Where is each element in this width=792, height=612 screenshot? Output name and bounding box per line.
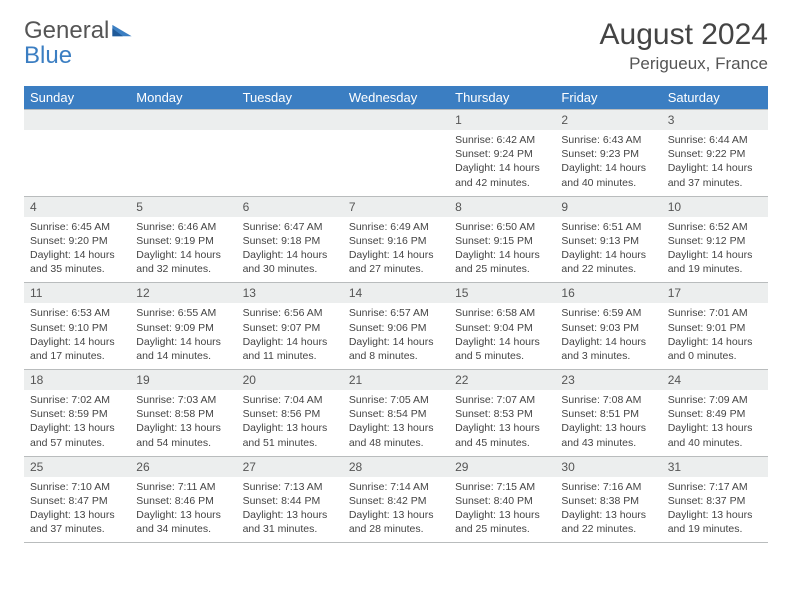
day-number — [237, 110, 343, 131]
day-detail: Sunrise: 6:43 AMSunset: 9:23 PMDaylight:… — [555, 130, 661, 196]
day-detail: Sunrise: 7:04 AMSunset: 8:56 PMDaylight:… — [237, 390, 343, 456]
day-number: 31 — [662, 456, 768, 477]
day-detail: Sunrise: 7:13 AMSunset: 8:44 PMDaylight:… — [237, 477, 343, 543]
day-number: 5 — [130, 196, 236, 217]
day-number: 7 — [343, 196, 449, 217]
day-number-row: 11121314151617 — [24, 283, 768, 304]
day-detail: Sunrise: 6:51 AMSunset: 9:13 PMDaylight:… — [555, 217, 661, 283]
day-detail: Sunrise: 6:45 AMSunset: 9:20 PMDaylight:… — [24, 217, 130, 283]
day-number-row: 18192021222324 — [24, 370, 768, 391]
day-number: 26 — [130, 456, 236, 477]
day-detail: Sunrise: 6:52 AMSunset: 9:12 PMDaylight:… — [662, 217, 768, 283]
day-number: 19 — [130, 370, 236, 391]
logo: GeneralBlue — [24, 18, 132, 68]
day-detail: Sunrise: 6:53 AMSunset: 9:10 PMDaylight:… — [24, 303, 130, 369]
day-number: 16 — [555, 283, 661, 304]
day-number: 17 — [662, 283, 768, 304]
day-detail: Sunrise: 7:17 AMSunset: 8:37 PMDaylight:… — [662, 477, 768, 543]
day-detail: Sunrise: 6:58 AMSunset: 9:04 PMDaylight:… — [449, 303, 555, 369]
day-detail: Sunrise: 7:02 AMSunset: 8:59 PMDaylight:… — [24, 390, 130, 456]
day-number: 6 — [237, 196, 343, 217]
weekday-header: Wednesday — [343, 86, 449, 110]
day-number: 28 — [343, 456, 449, 477]
day-number: 23 — [555, 370, 661, 391]
day-number: 27 — [237, 456, 343, 477]
header: GeneralBlue August 2024 Perigueux, Franc… — [24, 18, 768, 74]
flag-icon — [112, 24, 132, 38]
day-number: 21 — [343, 370, 449, 391]
title-block: August 2024 Perigueux, France — [600, 18, 768, 74]
weekday-header: Saturday — [662, 86, 768, 110]
day-number: 10 — [662, 196, 768, 217]
day-number: 1 — [449, 110, 555, 131]
day-detail: Sunrise: 7:16 AMSunset: 8:38 PMDaylight:… — [555, 477, 661, 543]
weekday-header: Sunday — [24, 86, 130, 110]
day-detail — [130, 130, 236, 196]
day-detail-row: Sunrise: 7:02 AMSunset: 8:59 PMDaylight:… — [24, 390, 768, 456]
day-detail: Sunrise: 6:57 AMSunset: 9:06 PMDaylight:… — [343, 303, 449, 369]
day-number: 12 — [130, 283, 236, 304]
day-number: 3 — [662, 110, 768, 131]
day-detail-row: Sunrise: 6:42 AMSunset: 9:24 PMDaylight:… — [24, 130, 768, 196]
weekday-header: Thursday — [449, 86, 555, 110]
day-detail: Sunrise: 6:47 AMSunset: 9:18 PMDaylight:… — [237, 217, 343, 283]
day-number — [343, 110, 449, 131]
weekday-header: Tuesday — [237, 86, 343, 110]
day-number — [130, 110, 236, 131]
weekday-header-row: SundayMondayTuesdayWednesdayThursdayFrid… — [24, 86, 768, 110]
day-detail: Sunrise: 7:05 AMSunset: 8:54 PMDaylight:… — [343, 390, 449, 456]
logo-word-1: General — [24, 17, 109, 44]
day-detail-row: Sunrise: 6:53 AMSunset: 9:10 PMDaylight:… — [24, 303, 768, 369]
day-number: 4 — [24, 196, 130, 217]
day-detail — [343, 130, 449, 196]
day-detail: Sunrise: 7:03 AMSunset: 8:58 PMDaylight:… — [130, 390, 236, 456]
day-number-row: 25262728293031 — [24, 456, 768, 477]
day-number: 13 — [237, 283, 343, 304]
day-number: 8 — [449, 196, 555, 217]
day-number: 11 — [24, 283, 130, 304]
day-number — [24, 110, 130, 131]
day-detail: Sunrise: 7:07 AMSunset: 8:53 PMDaylight:… — [449, 390, 555, 456]
day-detail: Sunrise: 7:09 AMSunset: 8:49 PMDaylight:… — [662, 390, 768, 456]
day-number: 22 — [449, 370, 555, 391]
day-number: 30 — [555, 456, 661, 477]
day-detail: Sunrise: 7:14 AMSunset: 8:42 PMDaylight:… — [343, 477, 449, 543]
day-detail — [237, 130, 343, 196]
day-number-row: 123 — [24, 110, 768, 131]
day-number: 18 — [24, 370, 130, 391]
day-number: 14 — [343, 283, 449, 304]
logo-word-2: Blue — [24, 42, 72, 69]
day-detail: Sunrise: 7:15 AMSunset: 8:40 PMDaylight:… — [449, 477, 555, 543]
day-detail: Sunrise: 6:42 AMSunset: 9:24 PMDaylight:… — [449, 130, 555, 196]
day-detail-row: Sunrise: 7:10 AMSunset: 8:47 PMDaylight:… — [24, 477, 768, 543]
day-number: 29 — [449, 456, 555, 477]
day-detail: Sunrise: 7:11 AMSunset: 8:46 PMDaylight:… — [130, 477, 236, 543]
day-number-row: 45678910 — [24, 196, 768, 217]
day-detail: Sunrise: 6:49 AMSunset: 9:16 PMDaylight:… — [343, 217, 449, 283]
day-detail: Sunrise: 6:55 AMSunset: 9:09 PMDaylight:… — [130, 303, 236, 369]
day-detail: Sunrise: 7:08 AMSunset: 8:51 PMDaylight:… — [555, 390, 661, 456]
location: Perigueux, France — [600, 54, 768, 74]
weekday-header: Friday — [555, 86, 661, 110]
day-detail: Sunrise: 6:50 AMSunset: 9:15 PMDaylight:… — [449, 217, 555, 283]
day-detail: Sunrise: 6:44 AMSunset: 9:22 PMDaylight:… — [662, 130, 768, 196]
weekday-header: Monday — [130, 86, 236, 110]
day-number: 15 — [449, 283, 555, 304]
day-number: 9 — [555, 196, 661, 217]
day-number: 24 — [662, 370, 768, 391]
day-number: 25 — [24, 456, 130, 477]
day-detail-row: Sunrise: 6:45 AMSunset: 9:20 PMDaylight:… — [24, 217, 768, 283]
day-number: 2 — [555, 110, 661, 131]
day-detail: Sunrise: 6:59 AMSunset: 9:03 PMDaylight:… — [555, 303, 661, 369]
calendar-table: SundayMondayTuesdayWednesdayThursdayFrid… — [24, 86, 768, 543]
day-detail — [24, 130, 130, 196]
month-title: August 2024 — [600, 18, 768, 52]
day-detail: Sunrise: 6:46 AMSunset: 9:19 PMDaylight:… — [130, 217, 236, 283]
day-number: 20 — [237, 370, 343, 391]
day-detail: Sunrise: 7:10 AMSunset: 8:47 PMDaylight:… — [24, 477, 130, 543]
day-detail: Sunrise: 6:56 AMSunset: 9:07 PMDaylight:… — [237, 303, 343, 369]
day-detail: Sunrise: 7:01 AMSunset: 9:01 PMDaylight:… — [662, 303, 768, 369]
